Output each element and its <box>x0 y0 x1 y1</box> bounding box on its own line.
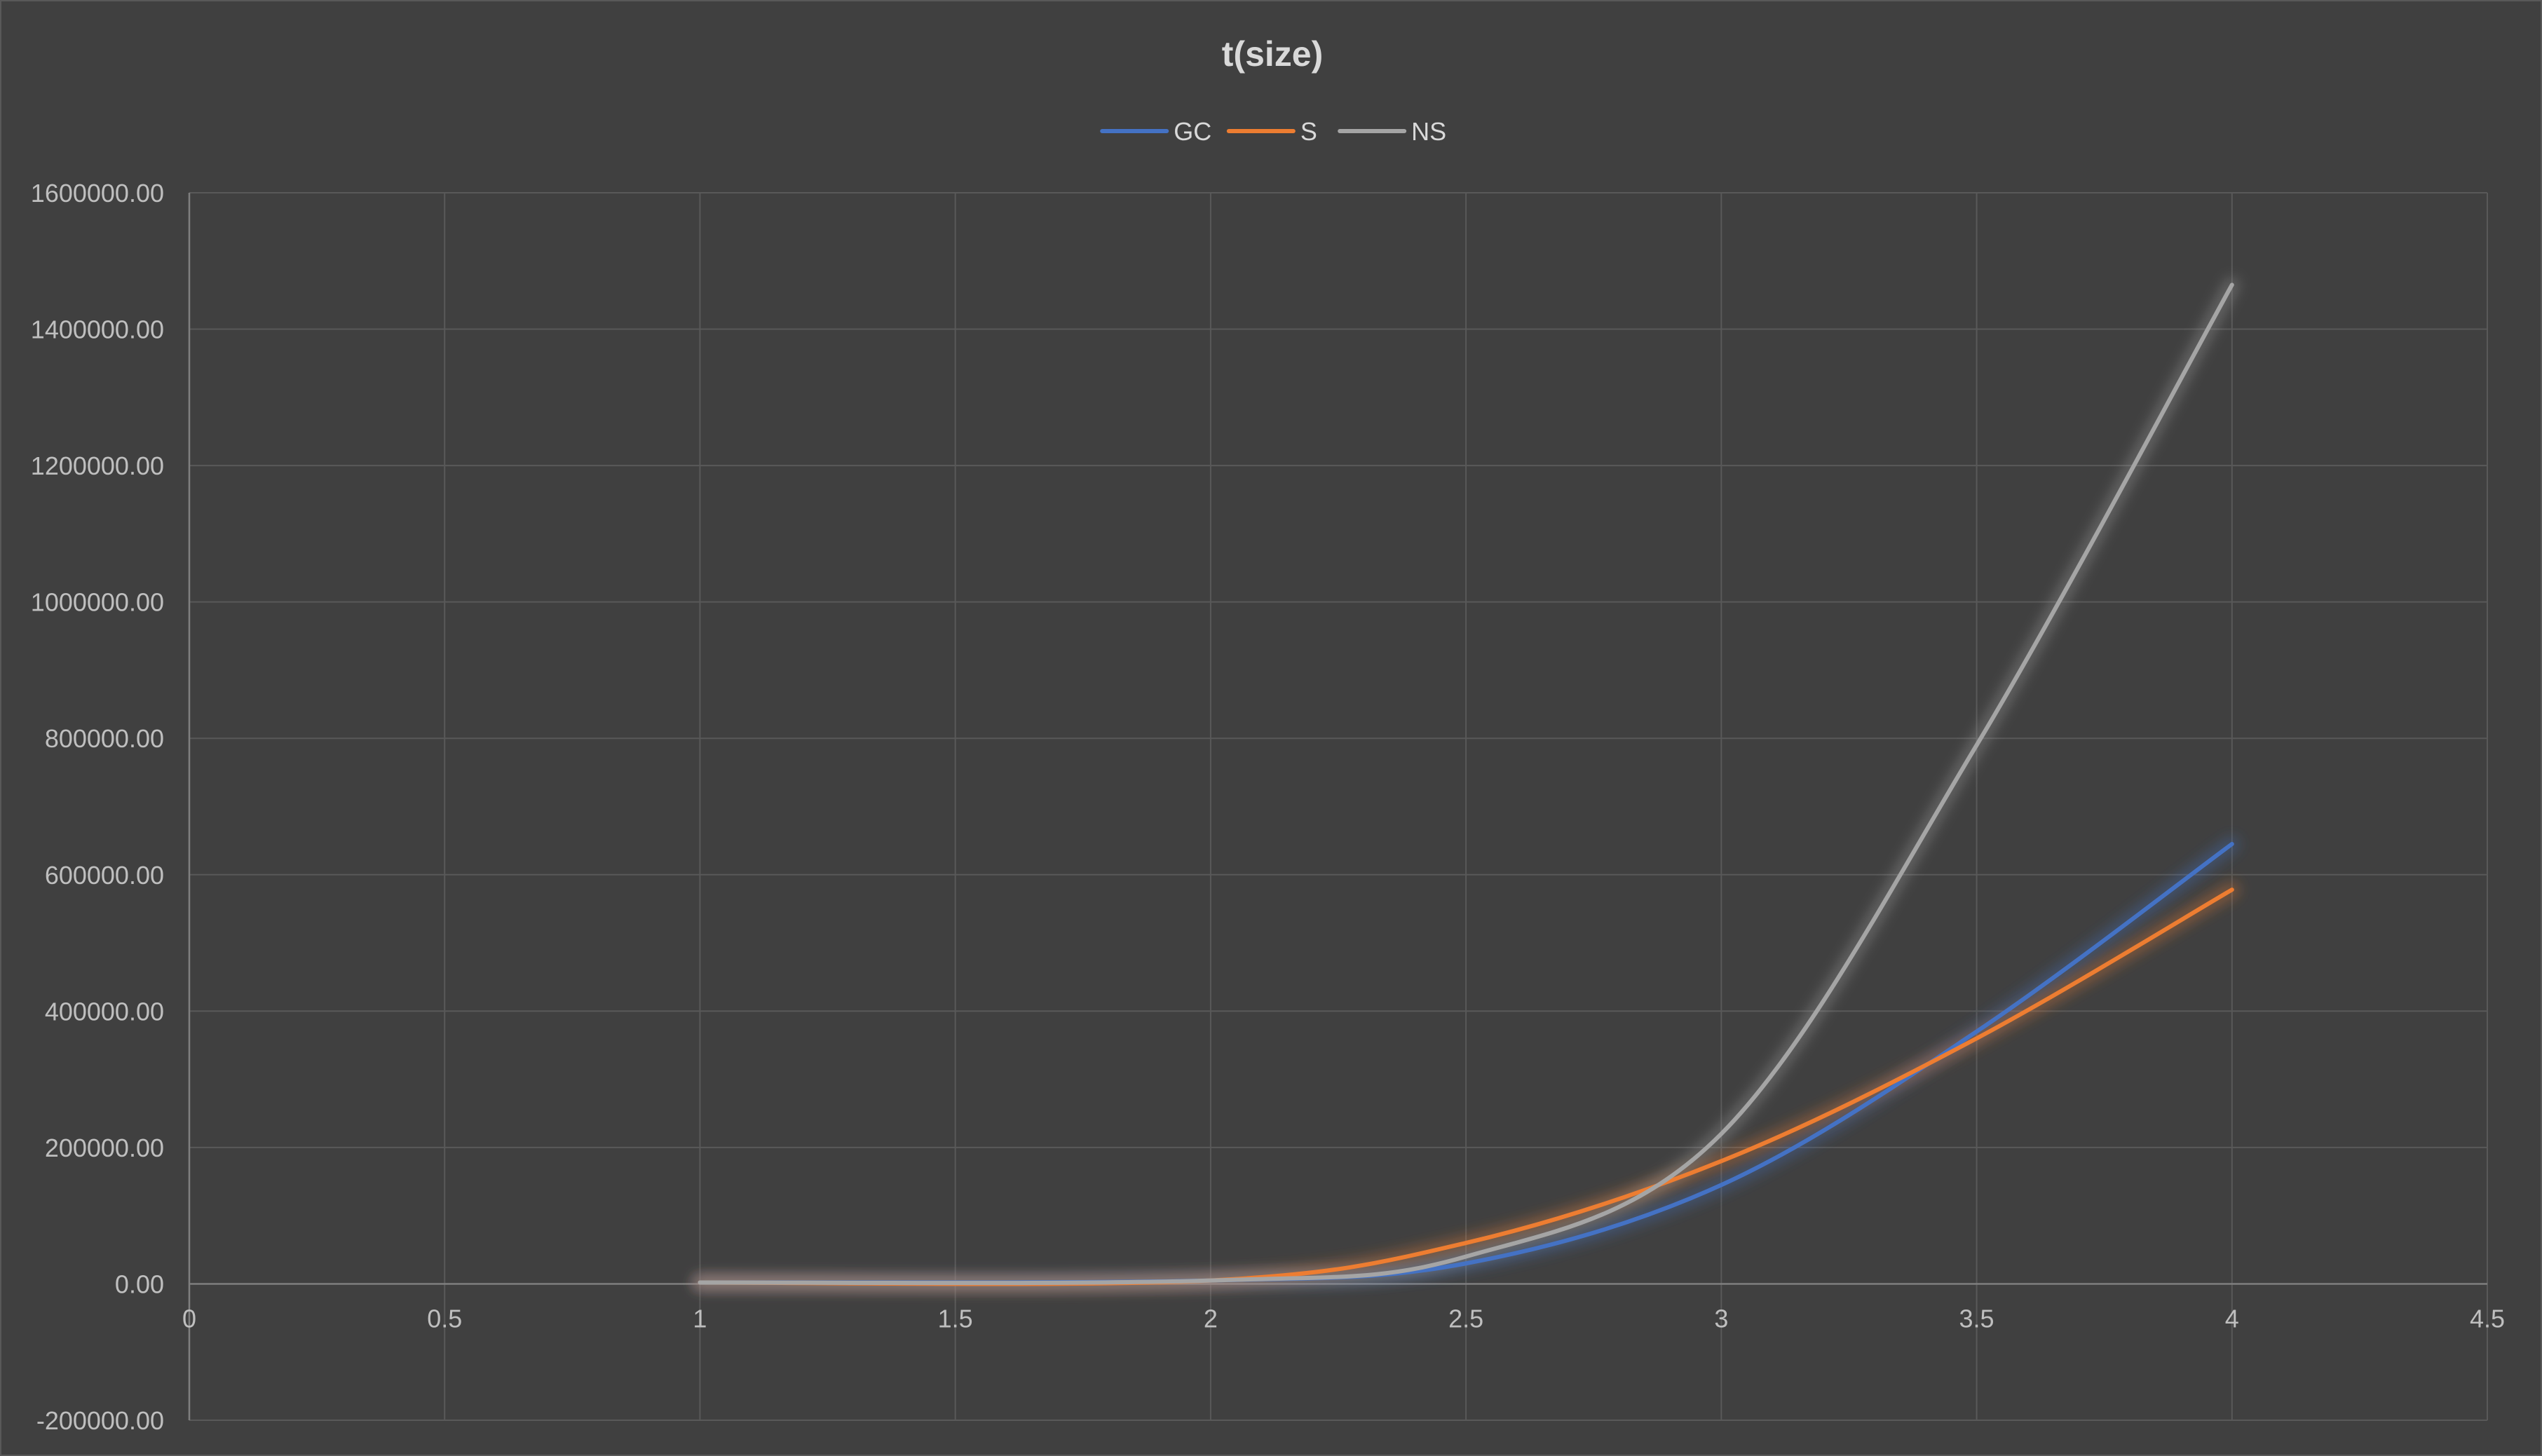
x-tick-label: 2.5 <box>1448 1304 1483 1333</box>
x-tick-label: 3 <box>1714 1304 1728 1333</box>
legend-item-ns: NS <box>1338 117 1446 146</box>
y-tick-label: 1200000.00 <box>31 451 164 480</box>
y-tick-label: 1600000.00 <box>31 179 164 207</box>
y-tick-label: 0.00 <box>115 1270 164 1298</box>
gridlines <box>189 192 2488 1421</box>
x-tick-label: 4.5 <box>2470 1304 2505 1333</box>
y-tick-label: -200000.00 <box>36 1406 164 1435</box>
legend-item-s: S <box>1226 117 1317 146</box>
tick-labels: 0 0.5 1 1.5 2 2.5 3 3.5 4 4.5 -200000.00 0.00 200000… <box>31 179 2505 1435</box>
legend-item-gc: GC <box>1100 117 1211 146</box>
legend: GC S NS <box>1100 117 1446 146</box>
y-tick-label: 200000.00 <box>45 1134 164 1162</box>
y-tick-label: 1000000.00 <box>31 588 164 617</box>
x-tick-label: 0.5 <box>427 1304 462 1333</box>
series-line-ns <box>698 283 2234 1286</box>
x-tick-label: 1.5 <box>938 1304 973 1333</box>
series-lines <box>698 283 2234 1286</box>
x-tick-label: 3.5 <box>1959 1304 1994 1333</box>
axes <box>188 193 2487 1420</box>
legend-label: S <box>1300 117 1317 146</box>
x-tick-label: 4 <box>2225 1304 2239 1333</box>
y-tick-label: 400000.00 <box>45 997 164 1026</box>
legend-label: NS <box>1411 117 1446 146</box>
x-tick-label: 2 <box>1204 1304 1218 1333</box>
x-tick-label: 0 <box>182 1304 196 1333</box>
y-tick-label: 800000.00 <box>45 724 164 753</box>
x-tick-label: 1 <box>693 1304 707 1333</box>
legend-label: GC <box>1174 117 1211 146</box>
y-tick-label: 600000.00 <box>45 861 164 890</box>
y-tick-label: 1400000.00 <box>31 315 164 344</box>
chart-title: t(size) <box>1222 34 1323 74</box>
